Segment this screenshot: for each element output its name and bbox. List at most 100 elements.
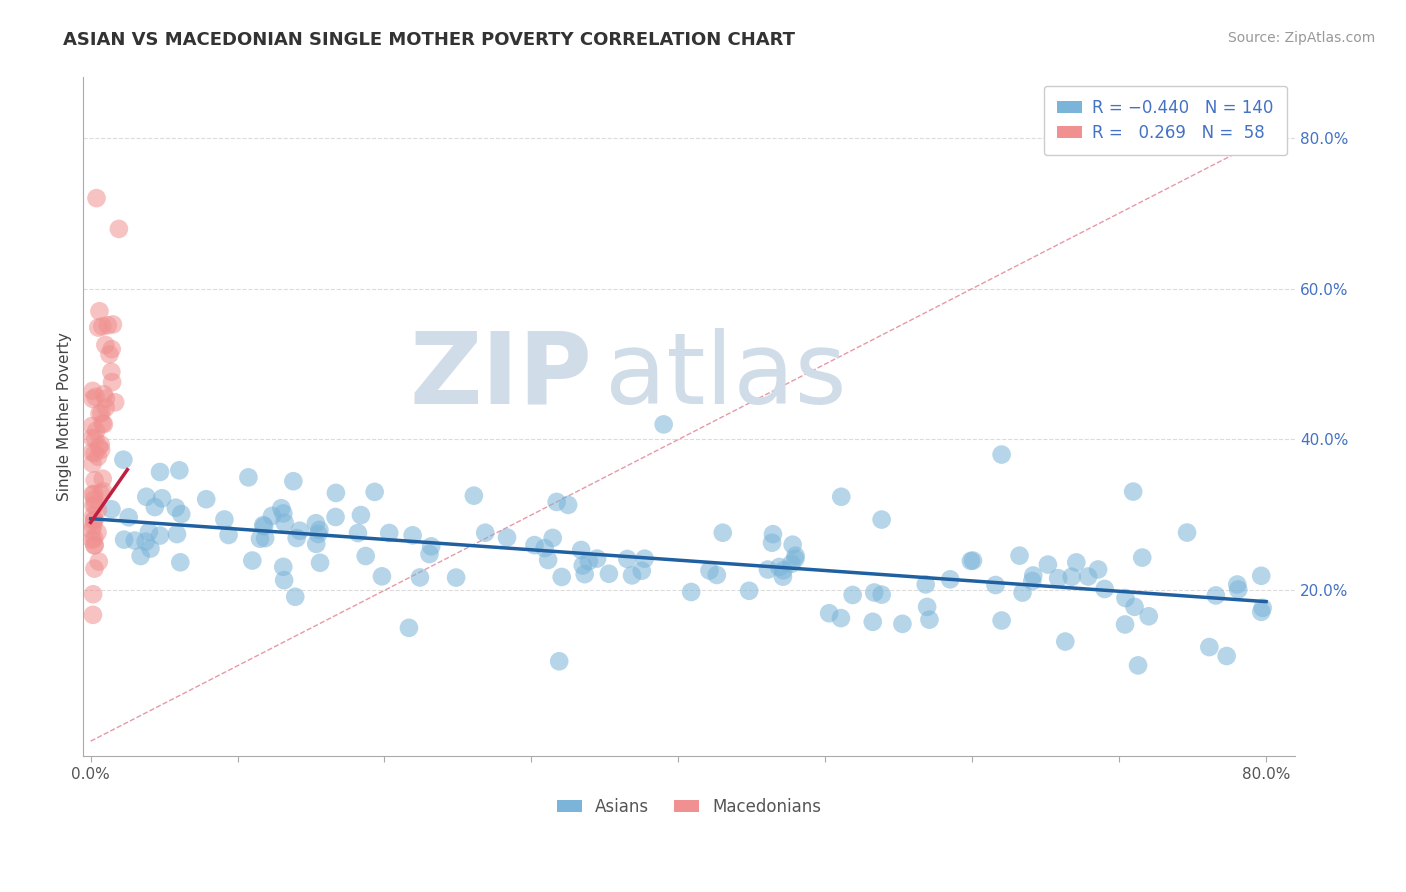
Point <box>87 440 110 454</box>
Point <box>557 498 579 512</box>
Point <box>347 526 370 541</box>
Point <box>84 498 107 512</box>
Point <box>118 510 141 524</box>
Point <box>830 490 852 504</box>
Point <box>1226 577 1249 591</box>
Point <box>82 384 104 398</box>
Point <box>82 533 104 547</box>
Point <box>87 555 110 569</box>
Point <box>782 538 804 552</box>
Point <box>83 532 105 546</box>
Point <box>772 563 794 577</box>
Point <box>308 523 330 537</box>
Point <box>82 445 104 459</box>
Point <box>101 318 124 332</box>
Point <box>104 395 127 409</box>
Point <box>135 490 157 504</box>
Point <box>990 448 1012 462</box>
Point <box>1047 571 1070 585</box>
Point <box>681 585 703 599</box>
Point <box>571 558 593 573</box>
Y-axis label: Single Mother Poverty: Single Mother Poverty <box>58 333 72 501</box>
Point <box>768 560 790 574</box>
Point <box>82 607 104 622</box>
Point <box>260 508 283 523</box>
Point <box>98 347 121 361</box>
Point <box>578 554 600 568</box>
Point <box>270 501 292 516</box>
Point <box>91 319 114 334</box>
Point <box>124 533 146 548</box>
Point <box>569 543 592 558</box>
Point <box>621 568 644 582</box>
Point <box>984 578 1007 592</box>
Point <box>891 616 914 631</box>
Point <box>135 534 157 549</box>
Point <box>761 535 783 549</box>
Point <box>350 508 373 522</box>
Point <box>87 503 110 517</box>
Point <box>1250 605 1272 619</box>
Point <box>915 599 938 614</box>
Point <box>273 573 295 587</box>
Point <box>195 492 218 507</box>
Point <box>630 564 652 578</box>
Point <box>1123 599 1146 614</box>
Point <box>149 465 172 479</box>
Point <box>82 392 104 406</box>
Point <box>1077 569 1099 583</box>
Point <box>83 473 105 487</box>
Point <box>82 518 104 533</box>
Point <box>100 365 122 379</box>
Point <box>418 547 440 561</box>
Point <box>634 551 657 566</box>
Point <box>93 417 115 432</box>
Point <box>166 527 188 541</box>
Point <box>112 452 135 467</box>
Point <box>1008 549 1031 563</box>
Point <box>325 486 347 500</box>
Point <box>82 457 104 471</box>
Point <box>444 571 467 585</box>
Point <box>108 222 131 236</box>
Point <box>420 540 443 554</box>
Point <box>249 532 271 546</box>
Point <box>1087 562 1109 576</box>
Point <box>1251 600 1274 615</box>
Point <box>1126 658 1149 673</box>
Point <box>238 470 260 484</box>
Point <box>772 570 794 584</box>
Point <box>83 538 105 552</box>
Point <box>1054 634 1077 648</box>
Point <box>165 500 187 515</box>
Point <box>523 538 546 552</box>
Point <box>1205 589 1227 603</box>
Point <box>990 614 1012 628</box>
Point <box>401 528 423 542</box>
Point <box>283 474 305 488</box>
Point <box>616 552 638 566</box>
Point <box>371 569 394 583</box>
Point <box>84 424 107 438</box>
Point <box>94 392 117 406</box>
Point <box>83 446 105 460</box>
Point <box>1114 591 1136 605</box>
Text: ASIAN VS MACEDONIAN SINGLE MOTHER POVERTY CORRELATION CHART: ASIAN VS MACEDONIAN SINGLE MOTHER POVERT… <box>63 31 796 49</box>
Point <box>89 406 111 420</box>
Point <box>1060 570 1083 584</box>
Point <box>398 621 420 635</box>
Point <box>150 491 173 506</box>
Point <box>139 541 162 556</box>
Point <box>83 561 105 575</box>
Point <box>354 549 377 563</box>
Text: atlas: atlas <box>605 327 846 425</box>
Point <box>82 431 104 445</box>
Point <box>870 512 893 526</box>
Point <box>83 508 105 523</box>
Point <box>939 572 962 586</box>
Point <box>818 606 841 620</box>
Point <box>100 342 122 356</box>
Point <box>271 559 294 574</box>
Point <box>1175 525 1198 540</box>
Point <box>149 528 172 542</box>
